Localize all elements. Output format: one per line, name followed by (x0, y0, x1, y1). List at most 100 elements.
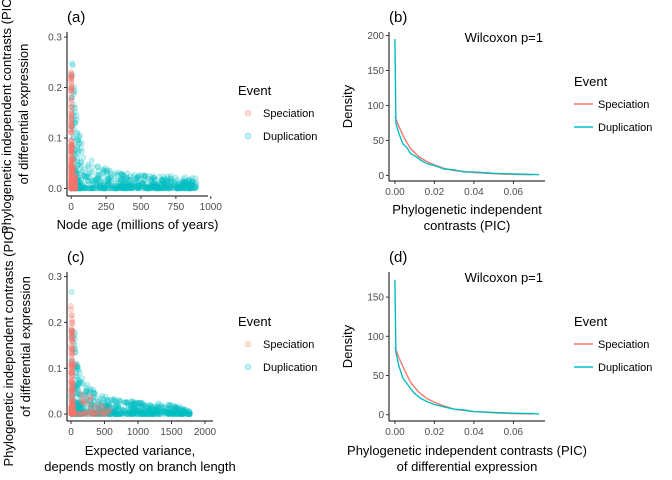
data-point-duplication (180, 408, 187, 415)
data-point-duplication (89, 184, 96, 191)
data-point-duplication (75, 400, 82, 407)
data-point-duplication (152, 182, 159, 189)
data-point-duplication (73, 373, 80, 380)
data-point-duplication (148, 404, 155, 411)
data-point-duplication (77, 185, 84, 192)
data-point-duplication (119, 406, 126, 413)
data-point-speciation (68, 185, 75, 192)
data-point-speciation (68, 79, 75, 86)
data-point-duplication (159, 180, 165, 187)
data-point-duplication (76, 185, 83, 192)
wilcoxon-annotation: Wilcoxon p=1 (465, 30, 543, 45)
y-tick-label: 0.2 (48, 318, 62, 329)
data-point-speciation (68, 104, 75, 110)
data-point-duplication (106, 175, 113, 182)
data-point-duplication (94, 174, 101, 181)
data-point-speciation (107, 406, 114, 412)
data-point-speciation (94, 401, 100, 407)
data-point-duplication (184, 178, 191, 185)
data-point-speciation (68, 170, 75, 177)
data-point-duplication (73, 185, 80, 192)
data-point-duplication (164, 410, 171, 417)
data-point-speciation (72, 361, 79, 368)
data-point-duplication (187, 180, 193, 187)
data-point-speciation (68, 385, 75, 391)
data-point-duplication (77, 405, 84, 412)
data-point-duplication (132, 400, 139, 407)
data-point-duplication (87, 185, 94, 192)
data-point-duplication (180, 176, 187, 183)
data-point-duplication (124, 411, 130, 417)
data-point-duplication (123, 174, 129, 181)
data-point-duplication (81, 172, 88, 179)
data-point-duplication (150, 174, 157, 181)
data-point-duplication (80, 380, 86, 387)
data-point-duplication (131, 405, 138, 412)
data-point-duplication (114, 171, 121, 178)
data-point-speciation (72, 184, 78, 190)
data-point-duplication (117, 397, 124, 404)
data-point-duplication (156, 407, 163, 414)
data-point-duplication (131, 171, 138, 178)
data-point-speciation (68, 404, 75, 411)
data-point-speciation (70, 185, 77, 192)
data-point-duplication (114, 401, 120, 408)
data-point-duplication (105, 175, 112, 182)
data-point-duplication (154, 184, 161, 191)
data-point-duplication (83, 396, 90, 403)
data-point-duplication (77, 411, 83, 417)
data-point-duplication (90, 177, 96, 184)
data-point-duplication (136, 183, 143, 190)
data-point-duplication (174, 411, 180, 417)
data-point-speciation (68, 185, 75, 192)
data-point-speciation (69, 409, 76, 416)
data-point-speciation (68, 356, 75, 362)
data-point-duplication (77, 409, 83, 416)
data-point-speciation (69, 398, 75, 405)
data-point-duplication (171, 405, 178, 412)
data-point-duplication (165, 404, 172, 411)
data-point-duplication (139, 411, 145, 417)
data-point-duplication (146, 411, 153, 417)
data-point-duplication (141, 172, 148, 179)
data-point-duplication (79, 406, 85, 413)
data-point-speciation (68, 145, 75, 152)
data-point-speciation (102, 411, 109, 417)
data-point-duplication (88, 185, 94, 191)
data-point-duplication (163, 181, 170, 188)
legend-entry-speciation: Speciation (263, 108, 314, 120)
data-point-speciation (69, 411, 76, 417)
data-point-speciation (70, 411, 76, 417)
data-point-speciation (69, 373, 76, 380)
data-point-duplication (77, 183, 84, 190)
data-point-duplication (75, 148, 82, 155)
data-point-duplication (140, 409, 147, 416)
data-point-speciation (68, 126, 75, 133)
data-point-speciation (69, 185, 76, 192)
data-point-duplication (156, 185, 162, 192)
data-point-speciation (69, 404, 76, 411)
data-point-duplication (115, 404, 122, 411)
data-point-speciation (69, 411, 76, 417)
data-point-duplication (128, 182, 135, 189)
data-point-duplication (138, 411, 145, 417)
data-point-speciation (72, 183, 79, 190)
data-point-duplication (77, 181, 83, 188)
data-point-duplication (75, 411, 81, 417)
data-point-duplication (81, 185, 88, 192)
data-point-duplication (69, 166, 76, 172)
data-point-duplication (147, 411, 154, 417)
data-point-speciation (71, 183, 78, 189)
data-point-duplication (128, 185, 135, 191)
data-point-speciation (69, 409, 75, 416)
data-point-speciation (68, 103, 75, 110)
data-point-speciation (69, 409, 76, 416)
data-point-duplication (124, 183, 131, 190)
data-point-duplication (167, 178, 174, 185)
data-point-duplication (150, 410, 157, 417)
data-point-duplication (68, 95, 75, 101)
data-point-duplication (169, 408, 175, 414)
data-point-speciation (69, 408, 76, 415)
data-point-duplication (69, 404, 75, 411)
data-point-duplication (100, 167, 107, 174)
